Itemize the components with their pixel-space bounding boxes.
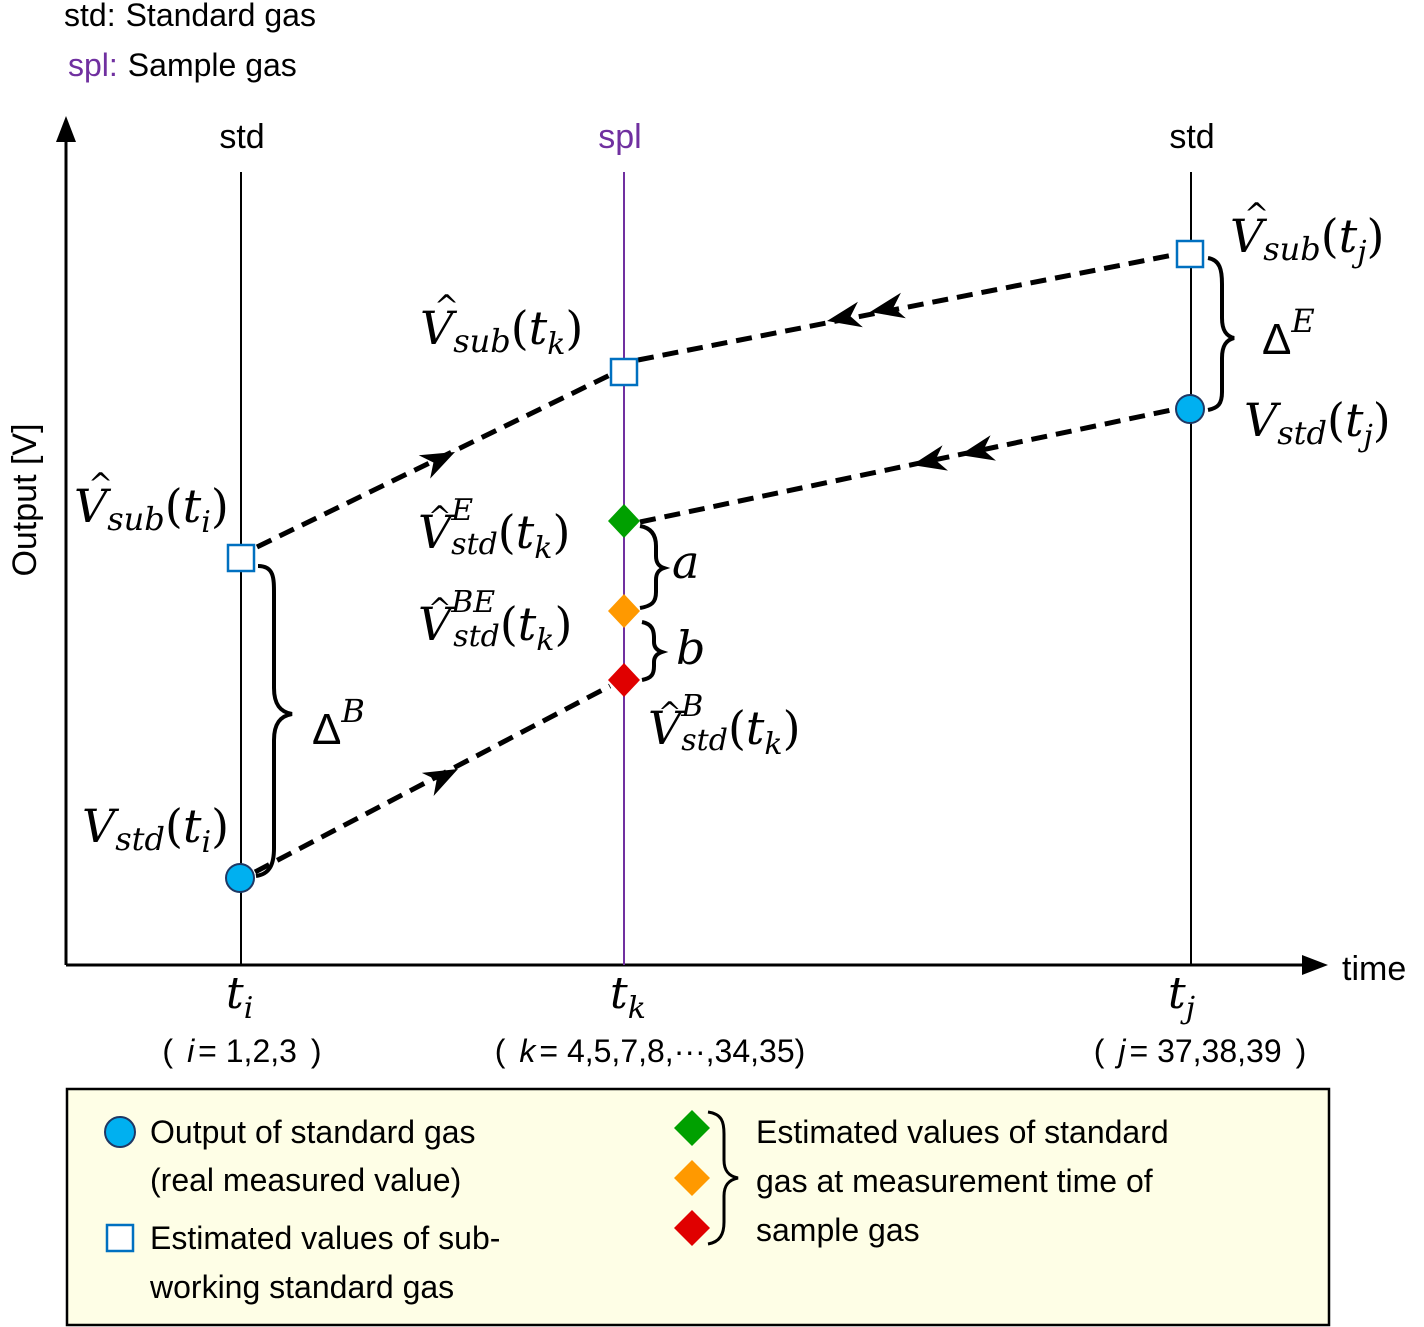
diamond-marker-e	[608, 504, 640, 538]
braces	[255, 256, 1235, 878]
axes: Output [V] time	[6, 116, 1406, 988]
square-marker-vsub-ti	[226, 543, 256, 573]
svg-text:^: ^	[428, 592, 451, 625]
label-vsub-ti: ^ Vsub(ti)	[74, 467, 229, 540]
range-i: (i = 1,2,3)	[162, 1033, 321, 1069]
legend-square-line-2: working standard gas	[149, 1269, 454, 1305]
brace-delta-b	[255, 564, 293, 878]
tick-ti: ti	[226, 968, 253, 1026]
legend-diamond-green-icon	[674, 1110, 710, 1146]
arrow-lower-left-icon	[421, 769, 458, 797]
line-vsub-ti-to-tk	[255, 372, 612, 550]
svg-text:^: ^	[658, 696, 681, 729]
label-vstd-e-tk: ^ VE std(tk)	[418, 493, 570, 566]
svg-text:^: ^	[434, 289, 459, 324]
svg-text:Vsub(tk): Vsub(tk)	[420, 301, 583, 362]
diamond-marker-be	[608, 594, 640, 628]
abbr-spl: spl: Sample gas	[68, 47, 297, 83]
legend-square-icon	[105, 1223, 135, 1253]
svg-text:Vstd(ti): Vstd(ti)	[82, 799, 229, 860]
label-b: b	[676, 621, 705, 675]
square-marker-vsub-tk	[609, 357, 639, 387]
tick-tj: tj	[1168, 968, 1195, 1026]
label-vstd-ti: Vstd(ti)	[82, 799, 229, 860]
svg-text:Vsub(tj): Vsub(tj)	[1230, 209, 1384, 270]
legend-diamond-red-icon	[674, 1210, 710, 1246]
arrow-lower-right-1-icon	[912, 445, 948, 471]
y-axis-label: Output [V]	[6, 423, 44, 576]
svg-text:^: ^	[428, 500, 451, 533]
column-header-middle: spl	[598, 118, 641, 156]
label-delta-b: ΔB	[312, 692, 365, 754]
brace-b	[641, 620, 669, 682]
label-vstd-b-tk: ^ VB std(tk)	[648, 689, 801, 762]
tick-tk: tk	[610, 968, 646, 1026]
line-vstd-ti-to-tk	[253, 683, 612, 875]
legend-brace	[707, 1110, 739, 1246]
label-vsub-tj: ^ Vsub(tj)	[1230, 197, 1384, 270]
legend-square-line-1: Estimated values of sub-	[150, 1220, 500, 1256]
brace-a	[639, 524, 671, 610]
label-vstd-be-tk: ^ VBE std(tk)	[418, 585, 572, 658]
circle-marker-vstd-tj	[1175, 394, 1205, 424]
legend-diamond-line-1: Estimated values of standard	[756, 1114, 1169, 1150]
legend-diamond-line-2: gas at measurement time of	[756, 1163, 1153, 1199]
legend-circle-icon	[104, 1116, 136, 1148]
svg-text:^: ^	[1244, 197, 1269, 232]
svg-text:Vsub(ti): Vsub(ti)	[74, 479, 229, 540]
range-j: (j = 37,38,39)	[1094, 1033, 1307, 1069]
arrow-lower-right-2-icon	[960, 435, 996, 461]
y-axis-arrow-icon	[56, 116, 76, 142]
column-header-left: std	[219, 118, 264, 156]
tick-labels: ti tk tj (i = 1,2,3) (k = 4,5,7,8,···,34,3…	[162, 968, 1306, 1069]
legend-diamond-line-3: sample gas	[756, 1212, 920, 1248]
diamond-marker-b	[608, 663, 640, 697]
label-vsub-tk: ^ Vsub(tk)	[420, 289, 583, 362]
arrow-upper-right-1-icon	[827, 301, 863, 328]
brace-delta-e	[1207, 256, 1235, 412]
legend-circle-line-2: (real measured value)	[150, 1162, 461, 1198]
abbr-std: std: Standard gas	[64, 0, 316, 33]
point-labels: ^ Vsub(ti) Vstd(ti) ^ Vsub(tk) ^ VE std(t…	[74, 197, 1391, 860]
line-vstd-tj-to-tk	[639, 406, 1177, 525]
legend-box: Output of standard gas (real measured va…	[65, 1087, 1331, 1327]
legend-diamond-orange-icon	[674, 1160, 710, 1196]
abbreviation-legend: std: Standard gas spl: Sample gas	[64, 0, 316, 83]
range-k: (k = 4,5,7,8,···,34,35)	[495, 1033, 806, 1069]
line-vsub-tj-to-tk	[637, 251, 1179, 363]
label-delta-e: ΔE	[1262, 302, 1315, 364]
square-marker-vsub-tj	[1175, 239, 1205, 269]
label-vstd-tj: Vstd(tj)	[1244, 393, 1391, 454]
direction-arrows	[418, 292, 996, 797]
interpolation-lines	[253, 251, 1179, 875]
legend-circle-line-1: Output of standard gas	[150, 1114, 476, 1150]
arrow-upper-left-icon	[418, 452, 455, 479]
svg-text:Vstd(tj): Vstd(tj)	[1244, 393, 1391, 454]
x-axis-label: time	[1342, 950, 1406, 988]
x-axis-arrow-icon	[1302, 955, 1328, 975]
svg-text:^: ^	[88, 467, 113, 502]
column-header-right: std	[1169, 118, 1214, 156]
circle-marker-vstd-ti	[225, 863, 255, 893]
label-a: a	[672, 535, 699, 589]
arrow-upper-right-2-icon	[870, 292, 906, 319]
